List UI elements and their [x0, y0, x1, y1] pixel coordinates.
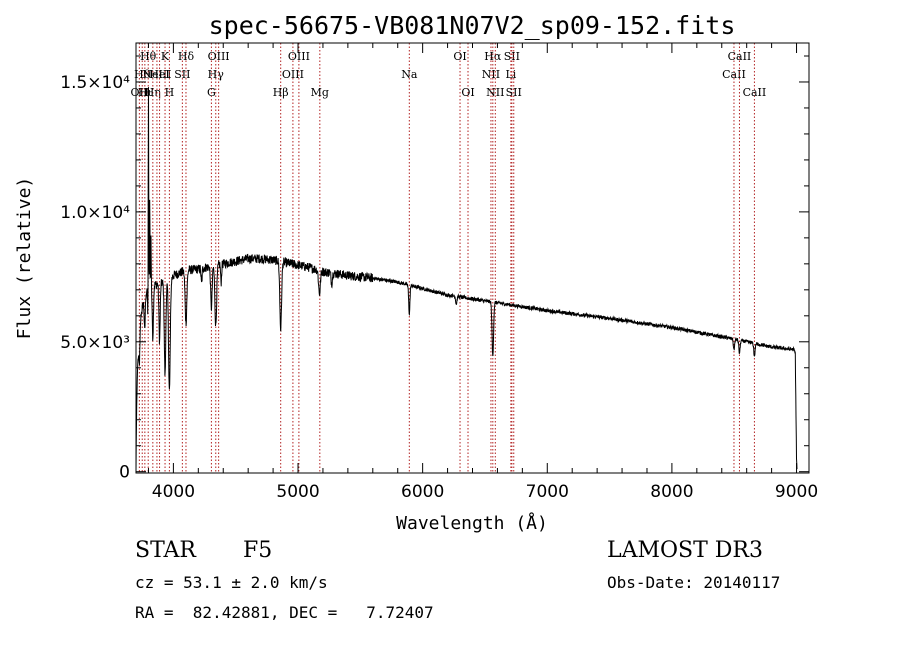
marker-label-22: Hα [484, 50, 502, 63]
marker-label-26: SII [506, 86, 522, 99]
y-axis-label: Flux (relative) [14, 177, 35, 340]
y-tick-label-3: 1.5×10⁴ [60, 73, 130, 93]
x-tick-label-2: 6000 [401, 482, 444, 502]
marker-label-11: G [207, 86, 216, 99]
spectrum-chart: OIIHθHιHθHηNeIIIHeIKHSIIHδGHγOIIIHβOIIIO… [14, 11, 818, 534]
marker-label-8: H [165, 86, 175, 99]
marker-label-25: SII [504, 50, 520, 63]
x-tick-label-5: 9000 [775, 482, 818, 502]
marker-label-7: K [161, 50, 170, 63]
x-tick-label-3: 7000 [526, 482, 569, 502]
y-tick-label-0: 0 [119, 463, 130, 483]
marker-label-17: Mg [311, 86, 329, 99]
x-tick-label-4: 8000 [650, 482, 693, 502]
marker-label-29: CaII [743, 86, 767, 99]
marker-label-6: HeI [149, 68, 169, 81]
x-axis-label: Wavelength (Å) [396, 512, 548, 534]
marker-label-27: CaII [722, 68, 746, 81]
y-tick-label-1: 5.0×10³ [60, 333, 130, 353]
object-subclass: F5 [243, 538, 273, 563]
marker-label-19: OI [453, 50, 466, 63]
coordinates-readout: RA = 82.42881, DEC = 7.72407 [135, 603, 434, 622]
line-markers: OIIHθHιHθHηNeIIIHeIKHSIIHδGHγOIIIHβOIIIO… [131, 43, 767, 473]
marker-label-10: Hδ [178, 50, 195, 63]
marker-label-20: OI [461, 86, 474, 99]
spectrum-line [135, 87, 798, 472]
marker-label-1: Hθ [134, 68, 151, 81]
marker-label-21: NII [482, 68, 500, 81]
observation-date: Obs-Date: 20140117 [607, 573, 781, 592]
chart-title: spec-56675-VB081N07V2_sp09-152.fits [209, 11, 736, 40]
marker-label-12: Hγ [208, 68, 225, 81]
marker-label-3: Hθ [140, 50, 157, 63]
marker-label-5: NeIII [142, 68, 171, 81]
marker-label-23: NII [486, 86, 504, 99]
marker-label-28: CaII [728, 50, 752, 63]
marker-label-9: SII [174, 68, 190, 81]
x-tick-label-0: 4000 [152, 482, 195, 502]
y-tick-label-2: 1.0×10⁴ [60, 203, 130, 223]
marker-label-13: OIII [208, 50, 230, 63]
redshift-readout: cz = 53.1 ± 2.0 km/s [135, 573, 328, 592]
x-axis: 4000 5000 6000 7000 8000 9000 [147, 43, 818, 502]
survey-name: LAMOST DR3 [607, 538, 763, 563]
marker-label-24: Li [505, 68, 516, 81]
marker-label-4: Hη [145, 86, 161, 99]
marker-label-14: Hβ [273, 86, 289, 99]
marker-label-18: Na [401, 68, 418, 81]
marker-label-15: OIII [282, 68, 304, 81]
object-class: STAR [135, 538, 196, 563]
marker-label-0: OII [131, 86, 149, 99]
y-axis: 0 5.0×10³ 1.0×10⁴ 1.5×10⁴ [60, 55, 809, 483]
marker-label-16: OIII [288, 50, 310, 63]
x-tick-label-1: 5000 [276, 482, 319, 502]
